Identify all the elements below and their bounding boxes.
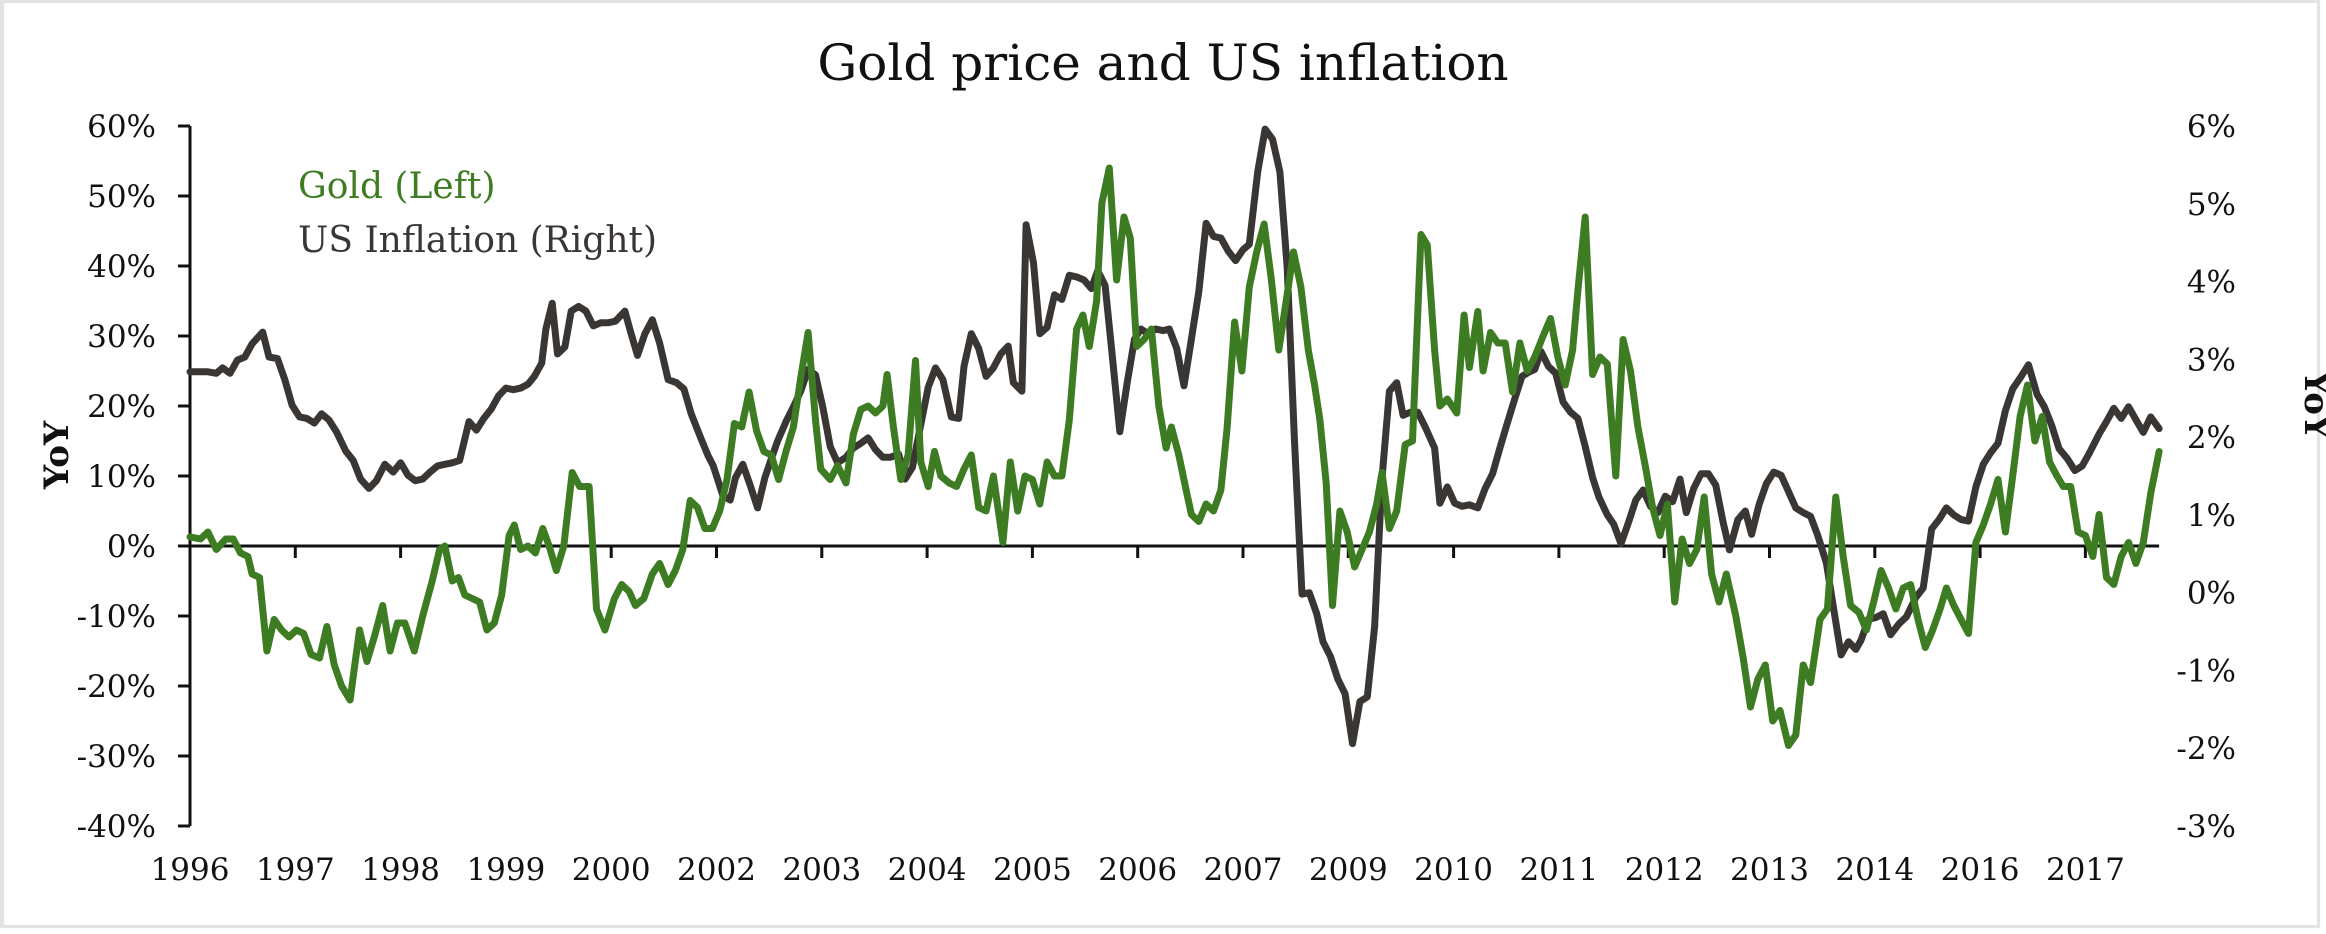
left-axis-tick-label: 10% — [87, 459, 156, 495]
right-axis-tick-label: 5% — [2187, 187, 2236, 223]
legend: Gold (Left) US Inflation (Right) — [298, 166, 657, 261]
x-axis-tick-label: 2013 — [1730, 852, 1809, 888]
gold-series-line — [186, 164, 2163, 749]
x-axis-tick-label: 2004 — [888, 852, 967, 888]
right-axis-tick-label: -3% — [2176, 809, 2236, 845]
left-axis-tick-label: 50% — [87, 179, 156, 215]
right-axis-tick-label: 6% — [2187, 109, 2236, 145]
x-axis-tick-label: 2003 — [782, 852, 861, 888]
right-axis-tick-label: 2% — [2187, 420, 2236, 456]
left-axis-tick-label: 20% — [87, 389, 156, 425]
right-axis-tick-label: 4% — [2187, 265, 2236, 301]
left-axis-tick-label: 40% — [87, 249, 156, 285]
left-axis-tick-label: -30% — [77, 739, 156, 775]
x-axis-tick-label: 2006 — [1098, 852, 1177, 888]
x-axis-tick-label: 2016 — [1941, 852, 2020, 888]
x-axis-tick-label: 2005 — [993, 852, 1072, 888]
x-axis-tick-label: 1997 — [256, 852, 335, 888]
x-axis-tick-label: 1998 — [361, 852, 440, 888]
x-axis-tick-label: 2000 — [572, 852, 651, 888]
right-axis-tick-label: 3% — [2187, 342, 2236, 378]
left-axis-tick-label: 60% — [87, 109, 156, 145]
chart-title: Gold price and US inflation — [817, 34, 1508, 92]
x-axis-tick-label: 1999 — [466, 852, 545, 888]
x-axis-tick-label: 2011 — [1519, 852, 1598, 888]
right-axis-tick-label: -1% — [2176, 653, 2236, 689]
left-axis-title: YoY — [37, 420, 77, 490]
x-axis-tick-label: 2002 — [677, 852, 756, 888]
axes: 60% 50% 40% 30% 20% 10% 0% -10% -20% -30% -40% 6% 5%… — [77, 109, 2236, 888]
left-axis-tick-label: 30% — [87, 319, 156, 355]
right-axis-tick-label: -2% — [2176, 731, 2236, 767]
series-group — [186, 125, 2163, 749]
inflation-series-line — [186, 125, 2163, 748]
x-axis-tick-label: 2017 — [2046, 852, 2125, 888]
x-axis-tick-label: 2007 — [1204, 852, 1283, 888]
right-axis-tick-label: 0% — [2187, 576, 2236, 612]
x-axis-tick-label: 2010 — [1414, 852, 1493, 888]
left-axis-tick-label: -40% — [77, 809, 156, 845]
left-axis-tick-label: 0% — [107, 529, 156, 565]
x-axis-tick-label: 2009 — [1309, 852, 1388, 888]
x-axis-tick-label: 1996 — [151, 852, 230, 888]
right-axis-title: YoY — [2296, 370, 2326, 440]
left-axis-tick-label: -20% — [77, 669, 156, 705]
legend-gold: Gold (Left) — [298, 166, 496, 207]
x-axis-tick-label: 2012 — [1625, 852, 1704, 888]
legend-inflation: US Inflation (Right) — [298, 220, 657, 261]
right-axis-tick-label: 1% — [2187, 498, 2236, 534]
x-axis-tick-label: 2014 — [1835, 852, 1914, 888]
left-axis-tick-label: -10% — [77, 599, 156, 635]
